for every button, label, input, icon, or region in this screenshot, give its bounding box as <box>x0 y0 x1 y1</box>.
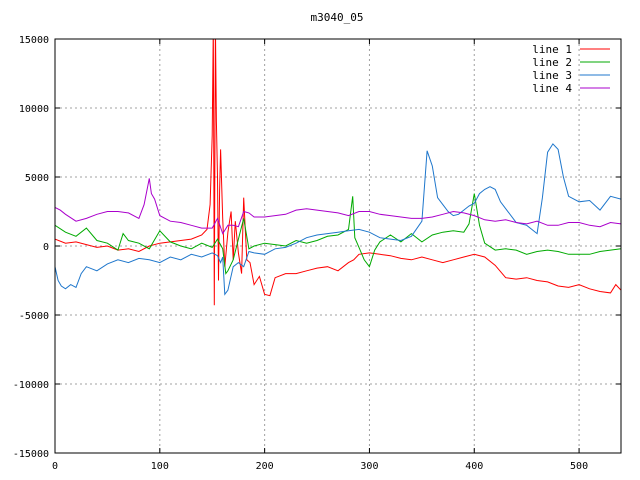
series-line-3 <box>55 143 621 296</box>
x-tick-label: 0 <box>52 461 58 472</box>
x-tick-label: 100 <box>151 461 169 472</box>
x-tick-label: 300 <box>360 461 378 472</box>
legend-label-3: line 3 <box>532 69 572 82</box>
series-line-4 <box>55 178 621 235</box>
x-tick-label: 200 <box>256 461 274 472</box>
y-tick-label: 15000 <box>19 35 49 46</box>
x-tick-label: 400 <box>465 461 483 472</box>
y-tick-label: -5000 <box>19 311 49 322</box>
chart-title: m3040_05 <box>311 11 364 24</box>
y-tick-label: 10000 <box>19 104 49 115</box>
y-tick-label: 0 <box>43 242 49 253</box>
y-tick-label: -15000 <box>13 449 49 460</box>
legend-label-2: line 2 <box>532 56 572 69</box>
series-line-1 <box>55 39 621 306</box>
legend-label-4: line 4 <box>532 82 572 95</box>
plot-area <box>55 39 621 306</box>
grid <box>55 39 621 453</box>
axis-ticks: 0 100 200 300 400 500 -15000 -10000 -5000 0 5000 10… <box>13 35 621 472</box>
legend-label-1: line 1 <box>532 43 572 56</box>
y-tick-label: 5000 <box>25 173 49 184</box>
x-tick-label: 500 <box>570 461 588 472</box>
series-line-2 <box>55 193 621 275</box>
y-tick-label: -10000 <box>13 380 49 391</box>
